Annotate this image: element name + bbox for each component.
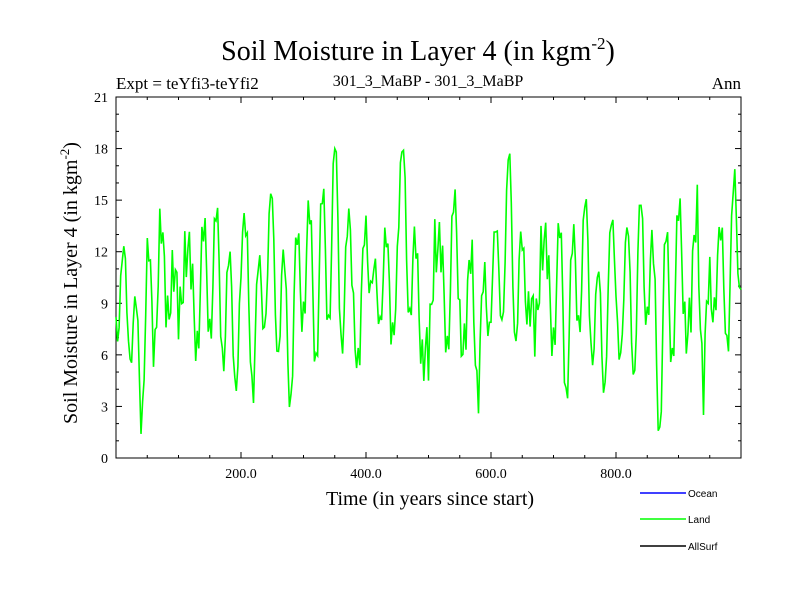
y-tick-label: 21 bbox=[94, 91, 108, 106]
legend-label-ocean: Ocean bbox=[688, 489, 717, 500]
x-tick-label: 400.0 bbox=[350, 467, 382, 482]
legend-label-land: Land bbox=[688, 515, 710, 526]
subtitle-experiment: Expt = teYfi3-teYfi2 bbox=[116, 74, 259, 93]
y-tick-label: 0 bbox=[101, 452, 108, 467]
x-axis-ticks: 200.0 400.0 600.0 800.0 bbox=[146, 97, 711, 482]
x-axis-label: Time (in years since start) bbox=[326, 488, 534, 510]
y-axis-label: Soil Moisture in Layer 4 (in kgm-2) bbox=[57, 142, 82, 424]
x-tick-label: 800.0 bbox=[600, 467, 632, 482]
y-tick-label: 3 bbox=[101, 400, 108, 415]
subtitle-period: 301_3_MaBP - 301_3_MaBP bbox=[333, 73, 524, 90]
legend: Ocean Land AllSurf bbox=[640, 489, 718, 553]
subtitle-season: Ann bbox=[712, 74, 742, 93]
y-tick-label: 15 bbox=[94, 194, 108, 209]
x-tick-label: 200.0 bbox=[225, 467, 257, 482]
y-tick-label: 12 bbox=[94, 246, 108, 261]
series-line-land bbox=[115, 145, 742, 434]
plot-area bbox=[115, 96, 742, 459]
chart-title: Soil Moisture in Layer 4 (in kgm-2) bbox=[221, 34, 615, 67]
y-axis-ticks: 0 3 6 9 12 15 18 21 bbox=[94, 91, 741, 467]
x-tick-label: 600.0 bbox=[475, 467, 507, 482]
series-lines bbox=[115, 145, 742, 434]
y-tick-label: 6 bbox=[101, 349, 108, 364]
y-tick-label: 9 bbox=[101, 297, 108, 312]
legend-label-allsurf: AllSurf bbox=[688, 542, 718, 553]
y-tick-label: 18 bbox=[94, 143, 108, 158]
